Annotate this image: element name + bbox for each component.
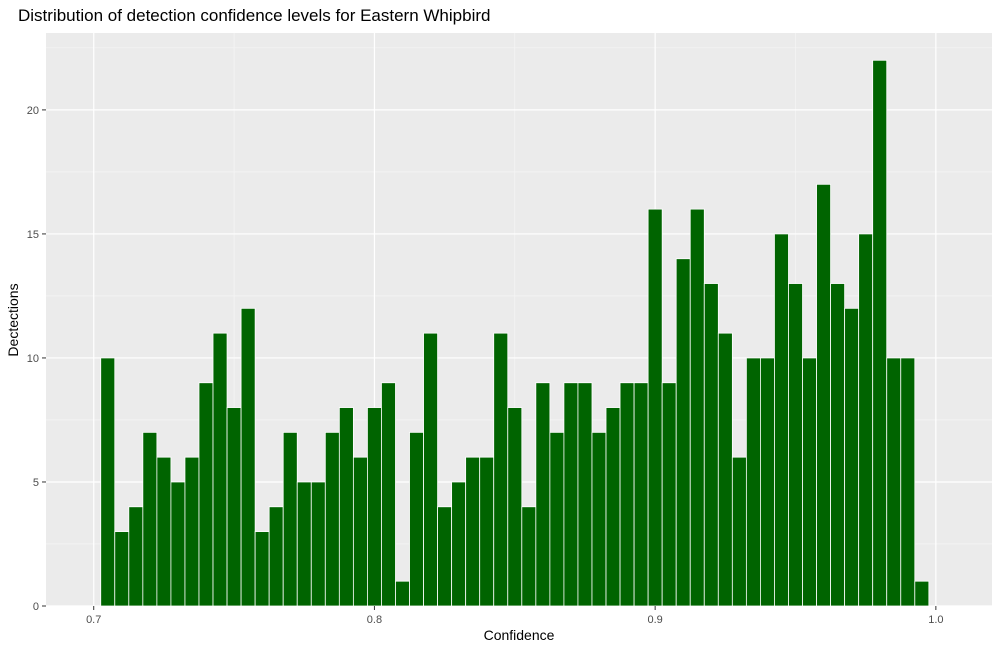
histogram-bar: [900, 357, 916, 607]
histogram-bar: [507, 407, 523, 607]
histogram-bar: [521, 506, 537, 607]
histogram-bar: [535, 382, 551, 607]
histogram-bar: [605, 407, 621, 607]
histogram-bar: [212, 332, 228, 607]
histogram-bar: [240, 307, 256, 607]
y-tick-label: 15: [27, 229, 39, 241]
histogram-bar: [886, 357, 902, 607]
histogram-bar: [675, 258, 691, 607]
histogram-bar: [717, 332, 733, 607]
y-tick-label: 5: [33, 477, 39, 489]
histogram-bar: [465, 456, 481, 607]
histogram-bars: [100, 59, 930, 607]
histogram-bar: [170, 481, 186, 607]
histogram-bar: [282, 431, 298, 607]
histogram-bar: [745, 357, 761, 607]
x-tick-label: 0.8: [367, 614, 382, 626]
histogram-bar: [591, 431, 607, 607]
histogram-bar: [324, 431, 340, 607]
x-axis: 0.7 0.8 0.9 1.0: [86, 606, 944, 626]
histogram-bar: [409, 431, 424, 607]
histogram-bar: [703, 283, 719, 607]
histogram-bar: [661, 382, 677, 607]
histogram-bar: [760, 357, 775, 607]
histogram-bar: [338, 407, 354, 607]
histogram-bar: [802, 357, 817, 607]
histogram-bar: [381, 382, 396, 607]
y-axis: 0 5 10 15 20: [27, 105, 46, 613]
chart-title: Distribution of detection confidence lev…: [18, 6, 490, 25]
histogram-bar: [184, 456, 200, 607]
x-tick-label: 0.9: [647, 614, 662, 626]
histogram-bar: [226, 407, 242, 607]
histogram-bar: [914, 580, 930, 607]
histogram-bar: [844, 307, 860, 607]
histogram-bar: [858, 233, 874, 607]
histogram-bar: [114, 531, 130, 607]
histogram-bar: [254, 531, 270, 607]
histogram-bar: [619, 382, 635, 607]
histogram-bar: [451, 481, 467, 607]
histogram-bar: [731, 456, 747, 607]
y-tick-label: 10: [27, 353, 39, 365]
y-axis-title: Dectections: [5, 283, 21, 356]
histogram-bar: [395, 580, 410, 607]
histogram-bar: [689, 208, 705, 607]
histogram-bar: [816, 183, 831, 607]
histogram-bar: [128, 506, 144, 607]
histogram-bar: [479, 456, 495, 607]
x-tick-label: 0.7: [86, 614, 101, 626]
histogram-bar: [268, 506, 284, 607]
histogram-bar: [198, 382, 214, 607]
histogram-bar: [549, 431, 565, 607]
histogram-bar: [788, 283, 803, 607]
histogram-bar: [830, 283, 846, 607]
histogram-bar: [142, 431, 158, 607]
histogram-bar: [633, 382, 649, 607]
y-tick-label: 20: [27, 105, 39, 117]
histogram-bar: [296, 481, 312, 607]
histogram-bar: [367, 407, 382, 607]
y-tick-label: 0: [33, 601, 39, 613]
histogram-bar: [563, 382, 579, 607]
histogram-bar: [577, 382, 593, 607]
histogram-bar: [423, 332, 438, 607]
histogram-bar: [156, 456, 172, 607]
histogram-bar: [437, 506, 453, 607]
histogram-bar: [774, 233, 789, 607]
histogram-bar: [647, 208, 663, 607]
histogram-bar: [310, 481, 326, 607]
histogram-bar: [872, 59, 888, 607]
x-axis-title: Confidence: [484, 627, 555, 643]
histogram-bar: [100, 357, 116, 607]
histogram-bar: [493, 332, 509, 607]
x-tick-label: 1.0: [928, 614, 943, 626]
histogram-bar: [352, 456, 368, 607]
